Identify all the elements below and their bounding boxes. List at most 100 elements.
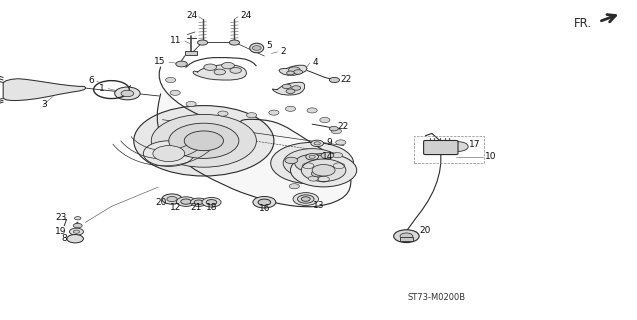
Text: 22: 22 xyxy=(341,75,352,84)
Circle shape xyxy=(308,176,318,181)
Circle shape xyxy=(329,77,340,83)
Polygon shape xyxy=(193,65,247,80)
Circle shape xyxy=(229,40,240,45)
Polygon shape xyxy=(279,65,307,75)
Circle shape xyxy=(176,197,196,206)
Circle shape xyxy=(331,129,341,134)
Circle shape xyxy=(323,165,333,171)
Circle shape xyxy=(306,154,318,160)
Circle shape xyxy=(449,142,468,151)
Text: 15: 15 xyxy=(154,57,166,66)
Circle shape xyxy=(167,196,177,202)
Text: 2: 2 xyxy=(280,47,286,56)
Circle shape xyxy=(289,67,300,73)
Text: 16: 16 xyxy=(259,204,270,212)
Circle shape xyxy=(336,140,346,145)
Circle shape xyxy=(214,69,225,75)
Circle shape xyxy=(170,90,180,95)
Text: 5: 5 xyxy=(266,41,272,50)
Bar xyxy=(185,51,197,55)
Text: 7: 7 xyxy=(61,220,67,228)
Text: 10: 10 xyxy=(485,152,497,161)
Circle shape xyxy=(311,171,324,177)
Circle shape xyxy=(290,154,357,187)
Circle shape xyxy=(75,217,81,220)
Circle shape xyxy=(73,223,82,228)
Circle shape xyxy=(258,199,271,205)
Text: 18: 18 xyxy=(206,203,217,212)
Circle shape xyxy=(292,86,301,90)
Text: 6: 6 xyxy=(89,76,94,85)
Circle shape xyxy=(218,111,228,116)
Circle shape xyxy=(321,152,334,159)
Circle shape xyxy=(301,159,346,181)
Circle shape xyxy=(162,194,182,204)
Circle shape xyxy=(73,230,80,233)
Circle shape xyxy=(295,155,329,172)
Circle shape xyxy=(394,230,419,243)
Circle shape xyxy=(176,61,187,67)
Text: 17: 17 xyxy=(469,140,480,149)
Text: 24: 24 xyxy=(186,11,197,20)
Circle shape xyxy=(247,113,257,118)
Polygon shape xyxy=(157,67,351,207)
Circle shape xyxy=(115,87,140,100)
Text: 24: 24 xyxy=(241,11,252,20)
Bar xyxy=(400,237,413,241)
Circle shape xyxy=(293,193,318,205)
Circle shape xyxy=(166,77,176,83)
Text: 23: 23 xyxy=(55,213,67,222)
Circle shape xyxy=(184,131,224,151)
Circle shape xyxy=(121,90,134,97)
Text: 13: 13 xyxy=(313,201,325,210)
Circle shape xyxy=(307,108,317,113)
Text: 3: 3 xyxy=(41,100,47,109)
Circle shape xyxy=(285,106,296,111)
Text: 11: 11 xyxy=(170,36,182,44)
Polygon shape xyxy=(3,79,86,100)
Circle shape xyxy=(294,70,303,74)
Circle shape xyxy=(197,40,208,45)
Circle shape xyxy=(202,197,221,207)
Circle shape xyxy=(283,148,341,178)
Circle shape xyxy=(181,199,191,204)
Circle shape xyxy=(143,141,194,166)
Polygon shape xyxy=(273,82,304,95)
Circle shape xyxy=(282,84,291,89)
Circle shape xyxy=(230,68,241,73)
Text: 8: 8 xyxy=(61,234,67,243)
Circle shape xyxy=(190,198,207,206)
Circle shape xyxy=(151,114,256,167)
Circle shape xyxy=(186,101,196,107)
Circle shape xyxy=(311,140,324,147)
Text: FR.: FR. xyxy=(575,17,592,29)
Circle shape xyxy=(314,142,320,145)
Text: 4: 4 xyxy=(312,58,318,67)
Text: 21: 21 xyxy=(190,203,202,212)
Circle shape xyxy=(67,235,83,243)
Circle shape xyxy=(204,64,217,70)
Circle shape xyxy=(333,153,343,158)
Circle shape xyxy=(134,106,274,176)
Circle shape xyxy=(285,157,297,164)
Text: 20: 20 xyxy=(155,198,167,207)
Text: 19: 19 xyxy=(55,227,67,236)
Circle shape xyxy=(297,195,314,203)
Circle shape xyxy=(206,200,217,205)
Text: 12: 12 xyxy=(169,203,181,212)
Circle shape xyxy=(309,155,315,158)
Circle shape xyxy=(289,184,299,189)
Ellipse shape xyxy=(250,43,264,53)
Circle shape xyxy=(301,197,310,201)
Text: 9: 9 xyxy=(326,138,332,147)
Circle shape xyxy=(153,146,185,162)
Text: 1: 1 xyxy=(99,84,105,92)
Text: 20: 20 xyxy=(419,226,431,235)
Circle shape xyxy=(169,123,239,158)
Circle shape xyxy=(194,200,203,204)
FancyBboxPatch shape xyxy=(424,140,458,155)
Text: 14: 14 xyxy=(322,152,333,161)
Circle shape xyxy=(222,62,234,69)
Circle shape xyxy=(329,126,338,131)
Circle shape xyxy=(252,46,261,50)
